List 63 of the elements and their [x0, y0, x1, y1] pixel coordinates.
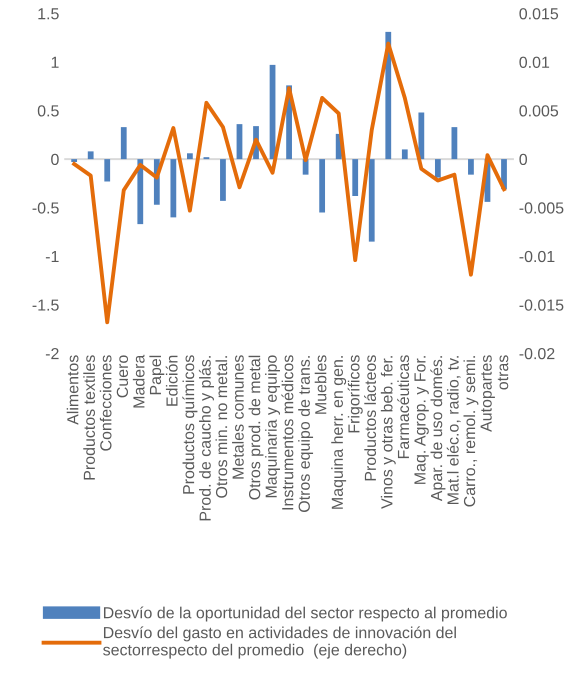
- x-tick-label: Cuero: [116, 355, 128, 398]
- line-series: [72, 42, 506, 324]
- x-tick-label: Maq. Agrop. y For.: [414, 356, 429, 484]
- bar: [220, 159, 226, 201]
- x-tick-label: Edición: [166, 356, 178, 406]
- x-tick-label: Madera: [132, 354, 145, 408]
- y-tick-label: 0.5: [38, 105, 59, 117]
- bar: [236, 124, 242, 160]
- x-tick-label: Metales comunes: [232, 355, 244, 479]
- bar: [104, 159, 110, 182]
- x-tick-label: Otros prod. de metal: [248, 356, 264, 500]
- x-tick-label: Papel: [149, 356, 164, 394]
- x-tick-label: otras: [498, 355, 508, 390]
- x-tick-label: Otros equipo de trans.: [298, 356, 314, 512]
- y2-tick-label: -0.005: [519, 202, 564, 214]
- x-tick-label: Maquinaria y equipo: [265, 355, 280, 498]
- y2-tick-label: -0.02: [519, 348, 554, 360]
- y2-tick-label: 0.01: [519, 56, 550, 68]
- x-tick-label: Confecciones: [100, 355, 112, 451]
- legend-label: Desvío del gasto en actividades de innovación del sectorrespecto del promedio (eje derecho): [103, 626, 456, 659]
- x-tick-label: Mat.l eléc.o, radio, tv.: [446, 356, 461, 504]
- bar: [434, 159, 441, 178]
- y-tick-label: -0.5: [32, 202, 59, 214]
- x-tick-label: Otros min. no metal.: [216, 356, 228, 498]
- bar: [186, 153, 193, 160]
- y2-tick-label: 0: [519, 154, 528, 166]
- bar: [402, 149, 408, 160]
- x-tick-label: Apar. de uso domés.: [430, 356, 446, 502]
- x-tick-label: Productos químicos: [182, 355, 198, 494]
- bar: [319, 159, 326, 213]
- bar: [452, 127, 458, 160]
- y-tick-label: 0: [51, 154, 59, 166]
- y-tick-label: 1.5: [38, 8, 59, 20]
- x-tick-label: Productos textiles: [83, 355, 95, 480]
- y2-tick-label: 0.005: [519, 105, 558, 117]
- y-tick-label: 1: [52, 56, 59, 68]
- y2-tick-label: -0.015: [519, 299, 564, 311]
- y-tick-label: -2: [46, 348, 59, 360]
- bar: [170, 159, 176, 218]
- bar: [71, 159, 78, 162]
- bar: [270, 64, 276, 160]
- x-tick-label: Muebles: [314, 355, 326, 414]
- x-tick-label: Vinos y otras beb. fer.: [380, 356, 396, 509]
- x-tick-label: Maquina herr. en gen.: [331, 356, 346, 509]
- y2-tick-label: 0.015: [519, 8, 558, 20]
- bar: [418, 112, 424, 160]
- bar: [352, 159, 358, 196]
- bar: [120, 127, 127, 160]
- x-tick-label: Alimentos: [66, 355, 78, 425]
- x-tick-label: Frigoríficos: [348, 355, 363, 432]
- y-tick-label: -1: [46, 251, 59, 262]
- y2-tick-label: -0.01: [519, 250, 554, 262]
- x-tick-label: Prod. de caucho y plás.: [198, 356, 214, 520]
- legend-label: Desvío de la oportunidad del sector respecto al promedio: [104, 606, 507, 622]
- y-tick-label: -1.5: [32, 300, 59, 311]
- bar: [368, 159, 375, 242]
- bar: [88, 151, 94, 160]
- x-tick-label: Instrumentos médicos: [281, 355, 294, 510]
- bar: [468, 159, 474, 175]
- x-tick-label: Autopartes: [480, 355, 495, 432]
- x-tick-label: Carro., remol. y semi.: [463, 356, 478, 507]
- x-tick-label: Productos lácteos: [364, 355, 376, 480]
- x-tick-label: Farmacéuticas: [397, 355, 410, 458]
